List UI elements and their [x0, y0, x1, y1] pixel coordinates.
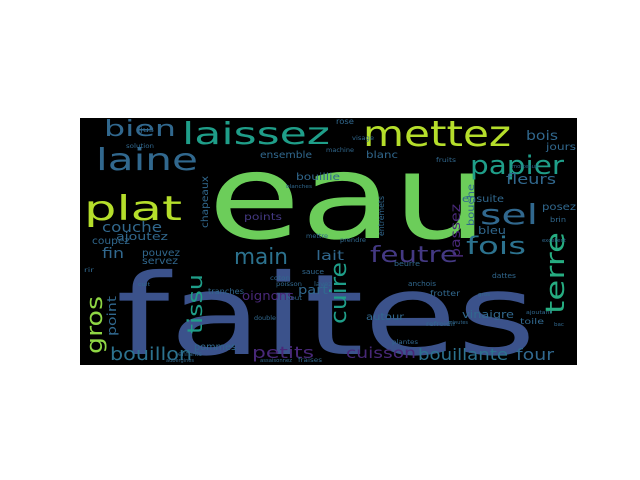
word-plantes: plantes	[392, 339, 418, 346]
word-machine: machine	[326, 147, 354, 154]
word-papier: papier	[470, 151, 564, 181]
word-oignons: oignons	[242, 289, 294, 303]
word-point: point	[105, 296, 119, 336]
word-tranches: tranches	[208, 287, 244, 296]
word-bout: bout	[286, 295, 303, 302]
word-bleu: bleu	[478, 224, 506, 237]
word-four: four	[516, 345, 554, 364]
word-bac: bac	[554, 322, 564, 328]
word-prendre: prendre	[340, 237, 366, 244]
word-bien: bien	[104, 118, 176, 142]
word-points: points	[244, 212, 282, 223]
word-cloud: eau faites mettez laissez bien laine pla…	[83, 118, 576, 365]
word-morceaux: morceaux	[512, 164, 538, 170]
word-feutre: feutre	[370, 243, 458, 268]
word-fruits: fruits	[436, 157, 456, 164]
word-pommes: pommes	[194, 342, 236, 353]
word-couche: couche	[102, 220, 162, 236]
word-bois: bois	[526, 129, 558, 144]
word-frotter: frotter	[430, 289, 461, 298]
word-ensuite: ensuite	[462, 194, 504, 205]
word-minutes: minutes	[448, 320, 468, 326]
word-eau: eau	[208, 128, 488, 266]
word-sauce: sauce	[302, 268, 324, 276]
word-aubergines: aubergines	[166, 358, 194, 364]
word-ajoutez: ajoutez	[116, 230, 168, 243]
word-rir: rir	[84, 267, 95, 274]
word-visage: visage	[352, 135, 374, 142]
word-beurre: beurre	[394, 260, 420, 268]
word-anchois: anchois	[408, 280, 436, 288]
word-laine: laine	[96, 143, 198, 178]
word-petits: petits	[252, 343, 314, 362]
word-plat: plat	[84, 189, 182, 229]
word-excellent: excellent	[542, 238, 566, 244]
word-poisson: poisson	[276, 281, 302, 288]
word-cuisson: cuisson	[346, 344, 416, 362]
word-bouillon: bouillon	[110, 344, 192, 365]
word-autour: autour	[366, 312, 405, 323]
word-mettre: mettre	[306, 233, 328, 240]
word-solution: solution	[126, 143, 154, 150]
word-jus: jus	[139, 126, 155, 134]
word-main: main	[234, 245, 288, 270]
word-chapeaux: chapeaux	[200, 176, 211, 228]
word-entremets: entremets	[377, 196, 386, 236]
word-ajoutant: ajoutant	[526, 310, 552, 316]
word-fleurs: fleurs	[506, 172, 556, 188]
word-laissez: laissez	[182, 118, 330, 152]
word-jours: jours	[545, 142, 576, 153]
word-gros2: gros	[478, 292, 490, 298]
word-cuire: cuire	[327, 262, 352, 324]
word-dattes: dattes	[492, 272, 516, 280]
word-toile: toile	[520, 317, 544, 326]
word-enfants: enfants	[178, 351, 202, 358]
word-bouillante: bouillante	[418, 345, 508, 364]
word-refroidir: refroidir	[426, 321, 457, 328]
word-bouillie: bouillie	[296, 172, 340, 183]
word-blanc: blanc	[366, 150, 398, 161]
word-pouvez: pouvez	[142, 248, 180, 259]
word-fin: fin	[102, 246, 124, 262]
word-fraises: fraises	[298, 357, 322, 364]
word-vinaigre: vinaigre	[462, 308, 514, 321]
word-tissu: tissu	[183, 274, 207, 334]
word-cuit: cuit	[138, 282, 150, 288]
word-lait: lait	[316, 249, 344, 264]
word-faites: faites	[116, 251, 536, 365]
word-fois: fois	[466, 232, 526, 260]
word-posez: posez	[542, 202, 576, 213]
word-passez: passez	[449, 204, 464, 258]
word-rose: rose	[336, 118, 354, 126]
word-terre: terre	[541, 232, 571, 314]
word-mettez: mettez	[363, 118, 511, 155]
word-ensemble: ensemble	[260, 150, 312, 161]
word-lavez: lavez	[314, 281, 332, 288]
word-brin: brin	[550, 216, 566, 224]
word-part: part	[298, 283, 328, 297]
word-gros: gros	[83, 296, 108, 354]
word-cloud-panel: eau faites mettez laissez bien laine pla…	[80, 118, 577, 365]
word-sel: sel	[480, 198, 538, 231]
word-double: double	[254, 315, 276, 322]
word-bouche: bouche	[466, 184, 477, 226]
word-assaisonnez: assaisonnez	[260, 358, 292, 364]
word-coton: coton	[270, 275, 290, 282]
word-blanches: blanches	[286, 184, 312, 190]
word-coupez: coupez	[92, 236, 130, 247]
word-servez: servez	[142, 256, 178, 267]
